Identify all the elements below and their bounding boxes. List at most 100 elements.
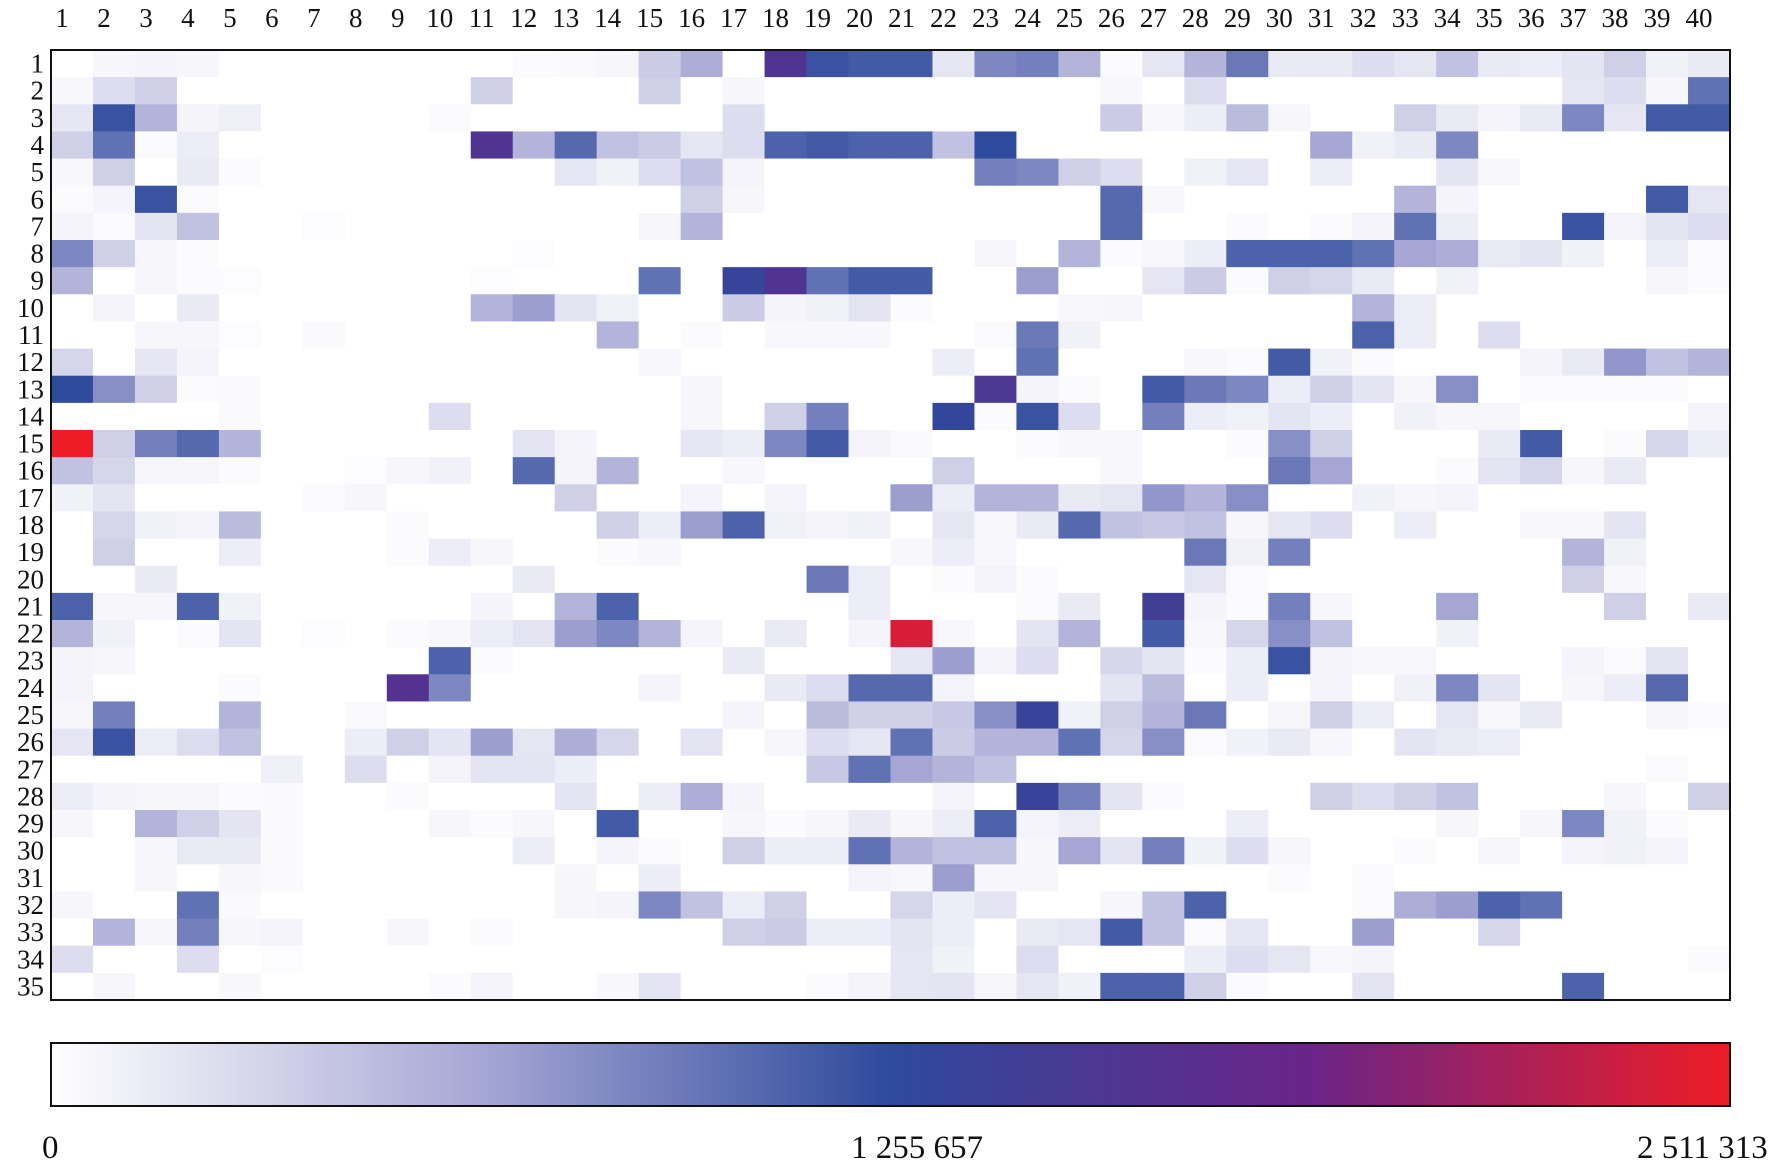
- heatmap-cell: [1646, 755, 1689, 784]
- heatmap-cell: [51, 402, 94, 431]
- heatmap-cell: [512, 837, 556, 865]
- heatmap-cell: [1436, 864, 1479, 892]
- heatmap-cell: [1562, 104, 1605, 132]
- heatmap-cell: [1604, 158, 1647, 187]
- heatmap-cell: [1520, 104, 1563, 132]
- heatmap-cell: [764, 457, 808, 485]
- heatmap-cell: [218, 185, 262, 214]
- column-label: 25: [1056, 3, 1083, 33]
- heatmap-cell: [932, 538, 975, 567]
- heatmap-cell: [176, 538, 220, 567]
- heatmap-cell: [764, 402, 808, 431]
- heatmap-cell: [386, 565, 430, 594]
- heatmap-cell: [386, 185, 430, 214]
- heatmap-cell: [932, 484, 975, 512]
- column-label: 20: [846, 3, 873, 33]
- heatmap-cell: [1142, 212, 1185, 241]
- heatmap-cell: [470, 484, 514, 512]
- heatmap-cell: [554, 565, 598, 594]
- heatmap-cell: [848, 620, 891, 648]
- heatmap-cell: [722, 267, 766, 295]
- heatmap-cell: [974, 77, 1017, 105]
- heatmap-cell: [722, 538, 766, 567]
- heatmap-cell: [1016, 620, 1059, 648]
- heatmap-cell: [806, 375, 850, 404]
- heatmap-cell: [1268, 430, 1311, 458]
- heatmap-cell: [974, 972, 1017, 1001]
- heatmap-cell: [1562, 511, 1605, 540]
- heatmap-cell: [1268, 348, 1311, 377]
- heatmap-cell: [1226, 972, 1269, 1001]
- heatmap-cell: [596, 538, 640, 567]
- heatmap-cell: [1436, 972, 1479, 1001]
- heatmap-cell: [1142, 945, 1185, 974]
- heatmap-cell: [134, 457, 178, 485]
- heatmap-cell: [1268, 810, 1311, 838]
- heatmap-cell: [1016, 484, 1059, 512]
- heatmap-cell: [932, 77, 975, 105]
- heatmap-cell: [596, 511, 640, 540]
- heatmap-cell: [596, 158, 640, 187]
- heatmap-cell: [51, 647, 94, 675]
- heatmap-cell: [1604, 592, 1647, 621]
- heatmap-cell: [92, 240, 136, 268]
- heatmap-cell: [1478, 837, 1521, 865]
- heatmap-cell: [1604, 864, 1647, 892]
- heatmap-cell: [344, 104, 388, 132]
- heatmap-cell: [1058, 212, 1101, 241]
- heatmap-cell: [176, 620, 220, 648]
- heatmap-cell: [1268, 511, 1311, 540]
- heatmap-cell: [554, 592, 598, 621]
- heatmap-cell: [1352, 240, 1395, 268]
- column-label: 28: [1182, 3, 1209, 33]
- heatmap-cell: [428, 755, 472, 784]
- heatmap-cell: [722, 212, 766, 241]
- heatmap-cell: [1226, 375, 1269, 404]
- heatmap-cell: [470, 511, 514, 540]
- heatmap-cell: [806, 945, 850, 974]
- heatmap-cell: [470, 782, 514, 811]
- heatmap-cell: [1352, 457, 1395, 485]
- heatmap-cell: [848, 728, 891, 757]
- heatmap-cell: [134, 430, 178, 458]
- heatmap-cell: [638, 701, 682, 730]
- heatmap-cell: [596, 375, 640, 404]
- row-label: 12: [17, 347, 44, 377]
- heatmap-cell: [1100, 185, 1143, 214]
- heatmap-cell: [1646, 918, 1689, 947]
- heatmap-cell: [1268, 891, 1311, 920]
- heatmap-cell: [848, 375, 891, 404]
- heatmap-cell: [1226, 755, 1269, 784]
- heatmap-cell: [1016, 185, 1059, 214]
- heatmap-cell: [1100, 240, 1143, 268]
- heatmap-cell: [428, 701, 472, 730]
- heatmap-cell: [974, 864, 1017, 892]
- heatmap-cell: [932, 728, 975, 757]
- heatmap-cell: [1016, 864, 1059, 892]
- heatmap-cell: [764, 348, 808, 377]
- heatmap-cell: [260, 240, 304, 268]
- heatmap-cell: [1142, 755, 1185, 784]
- heatmap-cell: [1562, 810, 1605, 838]
- heatmap-cell: [1058, 837, 1101, 865]
- heatmap-cell: [806, 755, 850, 784]
- heatmap-cell: [1226, 701, 1269, 730]
- heatmap-cell: [554, 620, 598, 648]
- heatmap-cell: [1310, 972, 1353, 1001]
- heatmap-cell: [302, 538, 346, 567]
- heatmap-cell: [302, 131, 346, 160]
- heatmap-cell: [1520, 131, 1563, 160]
- heatmap-cell: [134, 647, 178, 675]
- heatmap-cell: [848, 701, 891, 730]
- heatmap-cell: [764, 104, 808, 132]
- heatmap-cell: [1058, 592, 1101, 621]
- heatmap-cell: [1604, 484, 1647, 512]
- heatmap-cell: [134, 321, 178, 350]
- heatmap-cell: [1352, 104, 1395, 132]
- heatmap-cell: [470, 728, 514, 757]
- heatmap-cell: [764, 620, 808, 648]
- heatmap-cell: [680, 755, 724, 784]
- heatmap-cell: [1184, 891, 1227, 920]
- heatmap-cell: [302, 945, 346, 974]
- heatmap-cell: [974, 484, 1017, 512]
